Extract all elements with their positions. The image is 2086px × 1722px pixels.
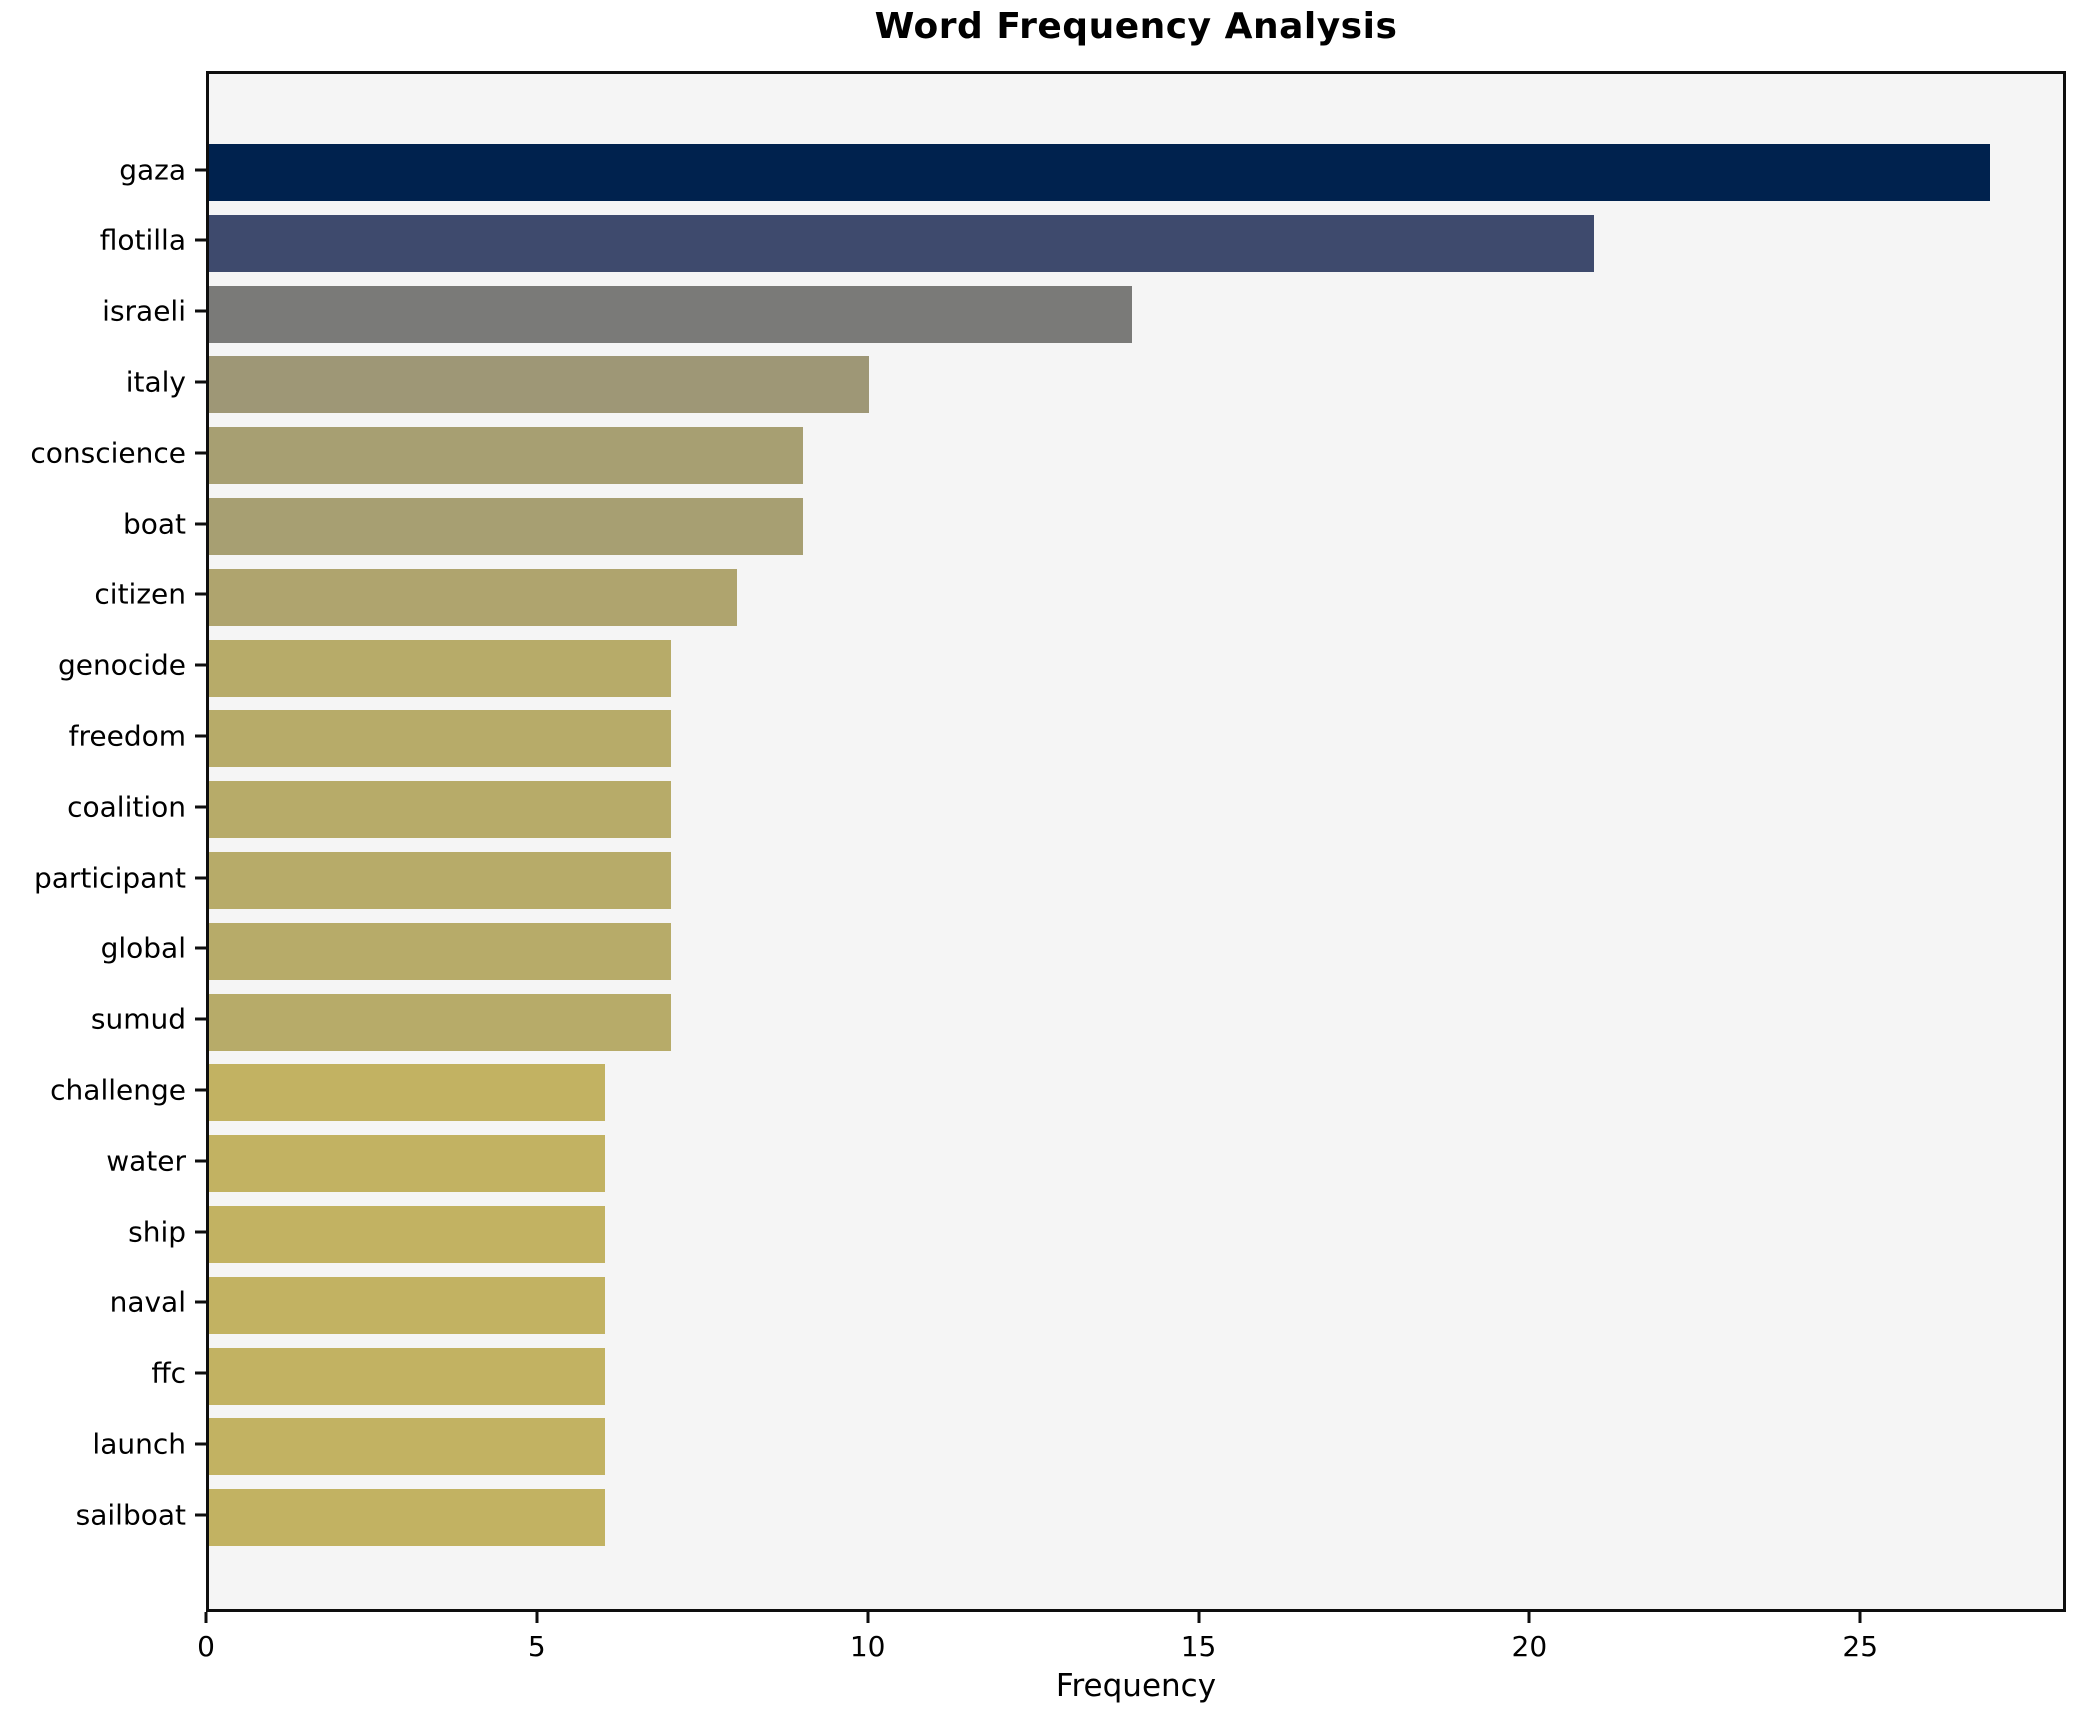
- y-tick-label-sailboat: sailboat: [75, 1498, 186, 1532]
- bar-genocide: [209, 639, 671, 697]
- y-tick-label-participant: participant: [33, 861, 186, 894]
- bar-challenge: [209, 1064, 605, 1122]
- y-tick-mark: [195, 238, 206, 242]
- y-tick-label-challenge: challenge: [50, 1073, 186, 1107]
- bar-freedom: [209, 710, 671, 768]
- bar-flotilla: [209, 214, 1595, 272]
- bar-sumud: [209, 993, 671, 1051]
- y-tick-label-global: global: [100, 931, 186, 965]
- y-tick-mark: [195, 1442, 206, 1446]
- y-tick-mark: [195, 1017, 206, 1021]
- y-tick-label-gaza: gaza: [119, 153, 186, 186]
- x-tick-label-25: 25: [1842, 1630, 1879, 1663]
- y-tick-mark: [195, 1088, 206, 1092]
- bar-participant: [209, 852, 671, 909]
- y-tick-label-italy: italy: [125, 365, 186, 399]
- x-tick-mark: [866, 1612, 870, 1623]
- bar-launch: [209, 1418, 605, 1476]
- y-tick-label-flotilla: flotilla: [99, 223, 186, 257]
- x-tick-label-0: 0: [197, 1630, 215, 1663]
- y-tick-label-citizen: citizen: [94, 577, 186, 611]
- y-tick-mark: [195, 805, 206, 809]
- bar-naval: [209, 1276, 605, 1334]
- x-tick-mark: [535, 1612, 539, 1623]
- y-tick-label-israeli: israeli: [102, 294, 186, 328]
- y-tick-label-freedom: freedom: [68, 719, 186, 753]
- bar-sailboat: [209, 1489, 605, 1547]
- chart-title: Word Frequency Analysis: [874, 6, 1398, 47]
- bar-water: [209, 1135, 605, 1193]
- y-tick-mark: [195, 168, 206, 171]
- bar-conscience: [209, 427, 803, 485]
- bar-boat: [209, 498, 803, 555]
- bar-citizen: [209, 568, 737, 626]
- y-tick-label-ffc: ffc: [151, 1356, 186, 1390]
- bar-ship: [209, 1206, 605, 1263]
- x-tick-mark: [1197, 1612, 1201, 1623]
- x-axis-label: Frequency: [1055, 1668, 1217, 1704]
- bar-gaza: [209, 144, 1990, 201]
- y-tick-mark: [195, 876, 206, 879]
- x-tick-label-15: 15: [1180, 1630, 1217, 1663]
- bar-global: [209, 922, 671, 980]
- y-tick-mark: [195, 1230, 206, 1233]
- y-tick-label-boat: boat: [122, 507, 186, 540]
- y-tick-label-conscience: conscience: [30, 436, 186, 470]
- y-tick-mark: [195, 1159, 206, 1163]
- bar-italy: [209, 356, 869, 414]
- plot-area: [206, 71, 2066, 1612]
- x-tick-label-20: 20: [1511, 1630, 1548, 1663]
- y-tick-mark: [195, 734, 206, 738]
- y-tick-mark: [195, 309, 206, 313]
- y-tick-label-sumud: sumud: [90, 1002, 186, 1036]
- y-tick-label-water: water: [106, 1144, 186, 1178]
- x-tick-mark: [204, 1612, 208, 1623]
- bar-coalition: [209, 781, 671, 839]
- y-tick-mark: [195, 522, 206, 525]
- x-tick-mark: [1527, 1612, 1531, 1623]
- y-tick-mark: [195, 946, 206, 950]
- bar-ffc: [209, 1347, 605, 1405]
- y-tick-mark: [195, 663, 206, 667]
- y-tick-mark: [195, 451, 206, 455]
- y-tick-label-genocide: genocide: [57, 648, 186, 682]
- y-tick-label-naval: naval: [109, 1285, 186, 1319]
- y-tick-mark: [195, 1371, 206, 1375]
- y-tick-label-launch: launch: [92, 1427, 186, 1461]
- y-tick-mark: [195, 380, 206, 384]
- y-tick-mark: [195, 1300, 206, 1304]
- y-tick-mark: [195, 1513, 206, 1517]
- y-tick-label-ship: ship: [128, 1215, 186, 1248]
- y-tick-mark: [195, 592, 206, 596]
- x-tick-label-5: 5: [527, 1630, 546, 1663]
- x-tick-label-10: 10: [849, 1630, 886, 1663]
- bar-israeli: [209, 285, 1133, 343]
- y-tick-label-coalition: coalition: [67, 790, 186, 824]
- x-tick-mark: [1858, 1612, 1862, 1623]
